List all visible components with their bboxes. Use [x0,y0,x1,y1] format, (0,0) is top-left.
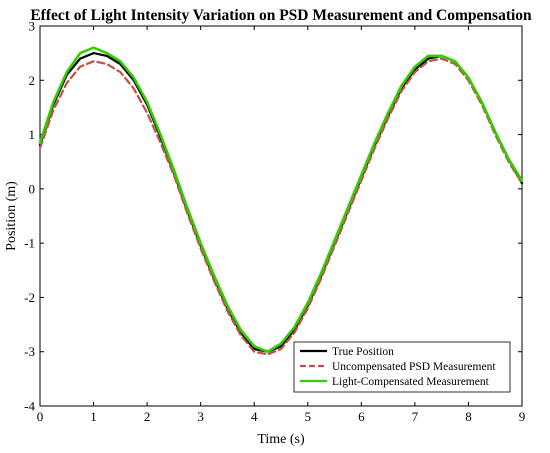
y-tick-label: -2 [24,290,35,305]
y-tick-label: -1 [24,236,35,251]
x-tick-label: 1 [90,409,97,424]
x-tick-label: 0 [37,409,44,424]
y-tick-label: 2 [29,73,36,88]
y-tick-label: 0 [29,181,36,196]
x-axis: 0 1 2 3 4 5 6 7 8 9 [37,26,526,424]
x-tick-label: 2 [144,409,151,424]
chart-title: Effect of Light Intensity Variation on P… [30,7,532,24]
x-tick-label: 8 [465,409,472,424]
x-tick-label: 6 [358,409,365,424]
y-tick-label: 3 [29,19,36,34]
series-line-light-compensated-measurement [38,46,524,354]
x-tick-label: 5 [305,409,312,424]
series-line-uncompensated-psd-measurement [38,57,524,356]
x-tick-label: 3 [197,409,204,424]
y-axis-label: Position (m) [4,181,19,251]
legend-label-uncompensated: Uncompensated PSD Measurement [332,361,496,373]
legend: True Position Uncompensated PSD Measurem… [293,341,511,393]
x-tick-label: 9 [519,409,526,424]
y-tick-label: 1 [29,127,36,142]
x-tick-label: 7 [412,409,419,424]
series-layer [38,46,524,356]
y-axis: -4 -3 -2 -1 0 1 2 3 [24,19,522,414]
x-axis-label: Time (s) [257,432,305,447]
x-tick-label: 4 [251,409,258,424]
y-tick-label: -3 [24,344,35,359]
y-tick-label: -4 [24,399,35,414]
legend-label-true-position: True Position [332,346,394,358]
plot-area: 0 1 2 3 4 5 6 7 8 9 -4 -3 -2 -1 0 1 2 3 [24,19,525,425]
legend-box [293,341,511,393]
legend-label-light-compensated: Light-Compensated Measurement [332,376,490,388]
